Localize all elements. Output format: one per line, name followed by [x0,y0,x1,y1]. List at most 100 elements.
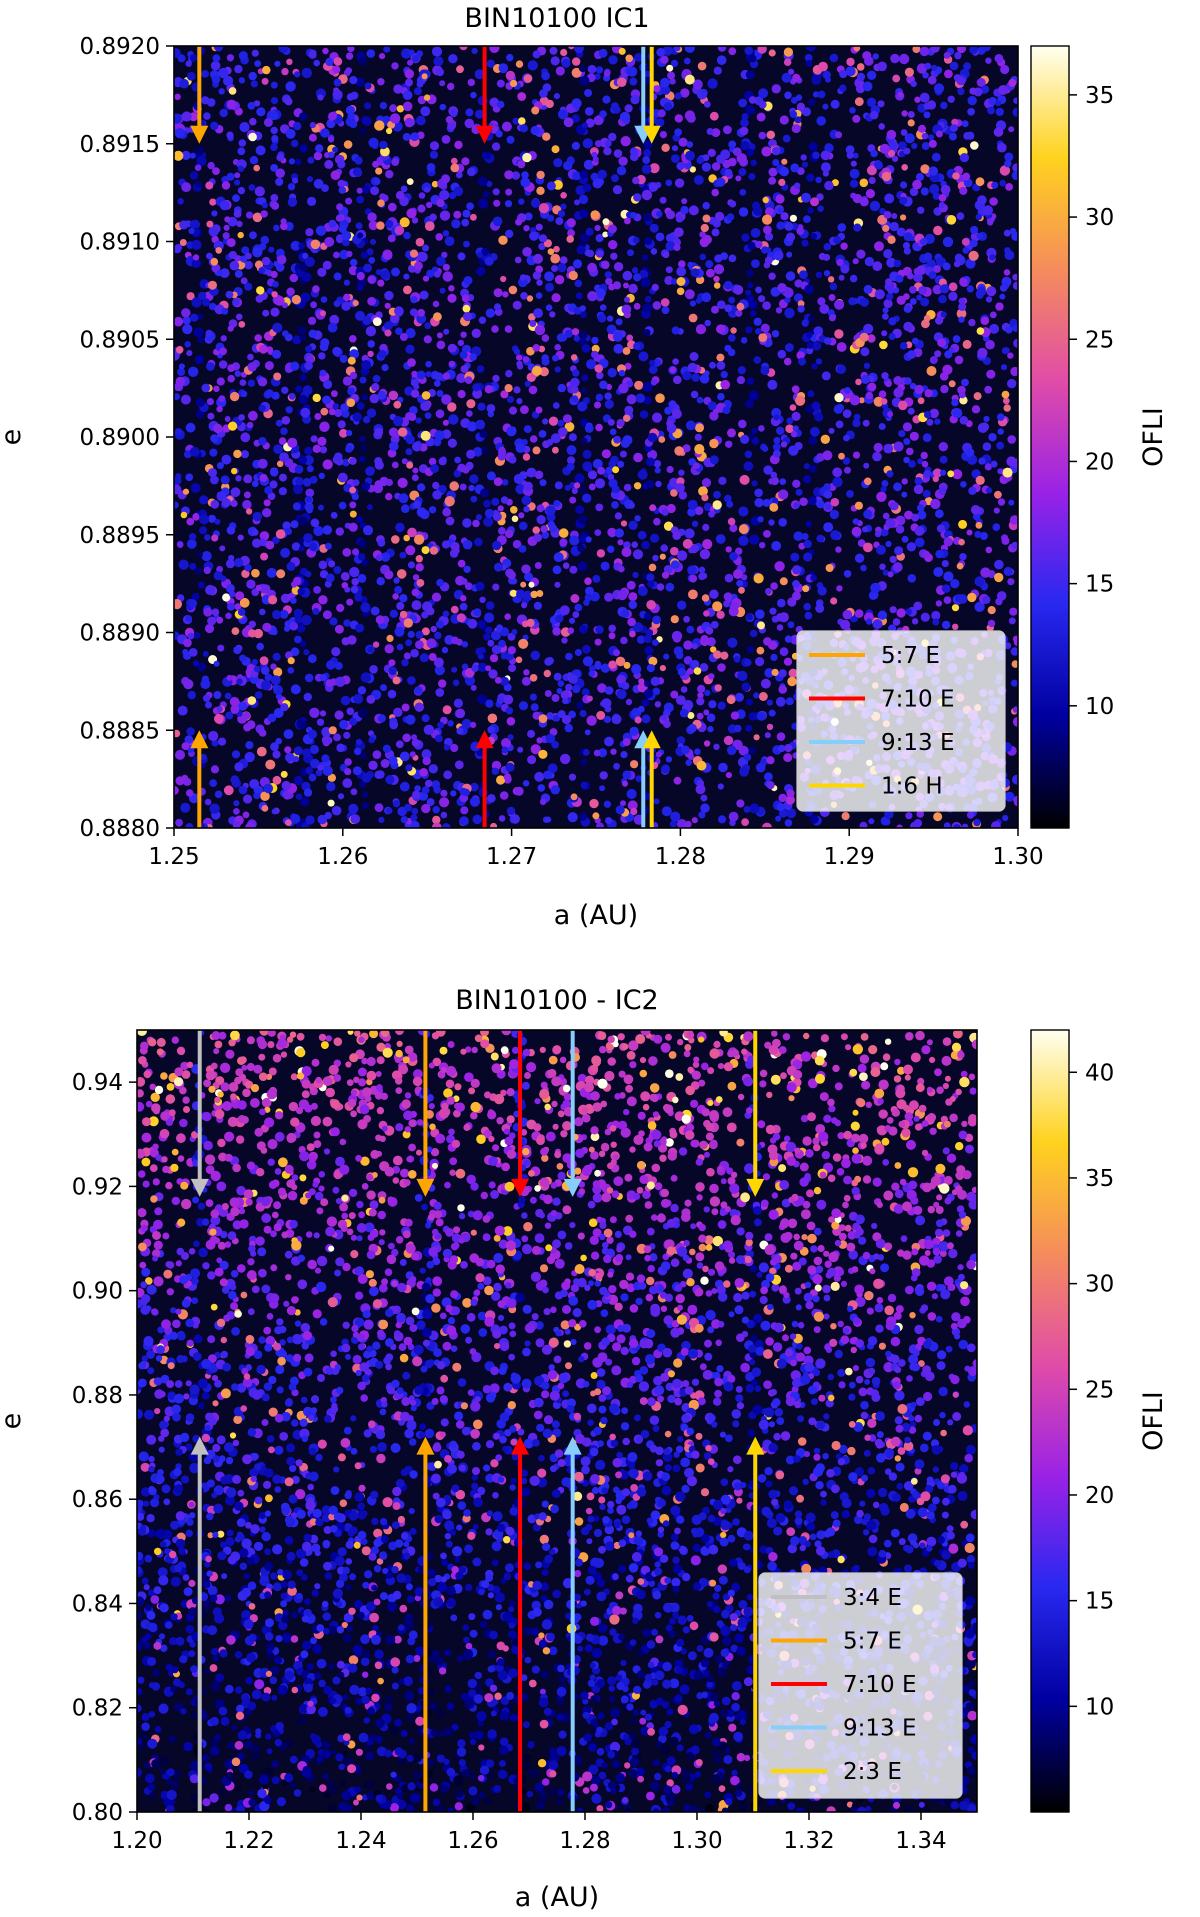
ofli-cell [568,270,578,281]
ofli-cell [287,183,296,191]
ofli-cell [464,118,475,129]
ofli-cell [361,394,368,401]
ofli-cell [995,302,1004,311]
ofli-cell [349,371,358,380]
ofli-cell [620,751,628,759]
ofli-cell [726,213,735,221]
ofli-cell [194,164,202,171]
ofli-cell [358,539,367,548]
ofli-cell [801,239,809,247]
ofli-cell [196,313,204,320]
ofli-cell [802,585,810,593]
ofli-cell [571,114,580,123]
ofli-cell [883,443,894,454]
ofli-cell [435,688,445,697]
ofli-cell [492,540,502,551]
ofli-cell [483,516,494,527]
ofli-cell [395,740,404,749]
ofli-cell [338,186,347,194]
ofli-cell [389,104,397,113]
ofli-cell [507,734,514,741]
ofli-cell [216,565,223,573]
ofli-cell [801,319,809,327]
ofli-cell [309,49,317,57]
ofli-cell [264,673,273,682]
ofli-cell [566,462,575,471]
ofli-cell [1007,578,1015,586]
ofli-cell [201,551,212,562]
ofli-cell [457,559,466,568]
ofli-cell [522,247,532,257]
ofli-cell [406,461,414,469]
ofli-cell [405,639,413,647]
ofli-cell [985,546,993,554]
ofli-cell [969,46,978,54]
ofli-cell [174,428,183,436]
ofli-cell [966,131,975,140]
ofli-cell [691,643,698,650]
ofli-cell [483,499,491,508]
ofli-cell [682,444,691,453]
ofli-cell [999,293,1006,300]
ofli-cell [251,568,260,578]
ofli-cell [346,707,355,716]
ofli-cell [648,563,657,572]
ofli-cell [903,304,912,313]
ofli-cell [743,658,752,667]
ofli-cell [660,298,670,307]
ofli-cell [777,598,786,608]
ofli-cell [623,541,631,549]
ofli-cell [265,759,276,770]
ofli-cell [718,815,727,824]
ofli-cell [535,406,543,414]
ofli-cell [210,499,220,509]
ofli-cell [879,340,888,350]
ofli-cell [985,296,993,303]
ofli-cell [673,646,684,656]
ofli-cell [534,324,546,336]
ofli-cell [676,550,688,561]
ofli-cell [666,503,676,514]
ofli-cell [520,177,531,188]
ofli-cell [830,497,840,507]
ofli-cell [389,609,398,618]
ofli-cell [978,457,986,465]
ofli-cell [874,289,885,300]
ofli-cell [249,156,259,165]
ofli-cell [813,326,824,336]
ofli-cell [607,224,617,234]
ofli-cell [1012,107,1018,117]
ofli-cell [523,225,530,232]
ofli-cell [592,458,603,469]
ofli-cell [310,435,318,443]
ofli-cell [355,77,365,87]
ofli-cell [460,365,469,374]
ofli-cell [298,516,308,527]
ofli-cell [513,473,524,485]
ofli-cell [518,512,525,519]
ofli-cell [673,243,681,252]
ofli-cell [711,128,721,138]
ofli-cell [574,473,585,484]
ofli-cell [695,324,707,335]
ofli-cell [470,721,477,729]
ofli-cell [967,95,977,106]
ofli-cell [985,57,992,64]
ofli-cell [328,136,335,143]
ofli-cell [496,79,505,88]
ofli-cell [474,109,485,119]
ofli-cell [757,516,764,523]
ofli-cell [785,424,794,434]
ofli-cell [362,315,372,326]
ofli-cell [422,244,429,252]
ofli-cell [484,612,495,623]
ofli-cell [569,535,580,546]
ofli-cell [806,331,813,339]
ofli-cell [221,454,232,465]
ofli-cell [362,416,371,424]
ofli-cell [775,307,783,314]
ofli-cell [390,313,400,324]
ofli-cell [272,281,279,288]
ofli-cell [333,566,342,574]
ofli-cell [570,354,578,361]
